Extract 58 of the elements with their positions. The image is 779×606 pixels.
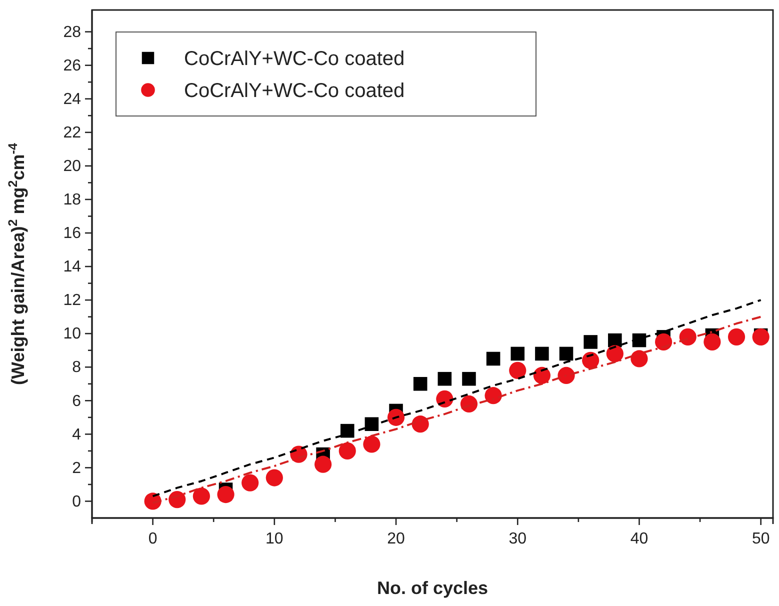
point xyxy=(314,456,332,473)
point xyxy=(752,328,770,346)
point xyxy=(728,328,746,346)
point xyxy=(655,333,672,350)
legend-label: CoCrAlY+WC-Co coated xyxy=(184,80,405,102)
point xyxy=(242,474,259,492)
y-tick-label: 22 xyxy=(63,124,82,142)
point xyxy=(679,328,696,346)
y-tick-label: 0 xyxy=(72,493,82,510)
y-tick-label: 20 xyxy=(63,158,82,176)
point xyxy=(606,345,624,362)
point xyxy=(486,352,500,366)
point xyxy=(535,346,549,361)
y-tick-label: 28 xyxy=(63,24,82,41)
x-tick-label: 40 xyxy=(630,530,648,548)
point xyxy=(436,390,454,408)
y-tick-label: 10 xyxy=(63,326,82,343)
point xyxy=(217,486,234,504)
y-tick-label: 14 xyxy=(63,258,82,276)
y-tick-label: 4 xyxy=(72,426,82,444)
point xyxy=(438,372,452,386)
point xyxy=(484,387,502,404)
point xyxy=(192,488,210,505)
x-tick-label: 30 xyxy=(508,530,527,548)
x-tick-label: 20 xyxy=(387,530,406,548)
x-tick-label: 10 xyxy=(266,530,284,548)
point xyxy=(338,442,356,460)
point xyxy=(363,436,380,453)
point xyxy=(608,333,622,348)
point xyxy=(460,395,478,413)
point xyxy=(584,335,598,349)
point xyxy=(412,416,429,433)
y-tick-label: 8 xyxy=(72,359,82,376)
point xyxy=(704,333,721,350)
x-tick-label: 0 xyxy=(148,530,158,548)
y-tick-label: 24 xyxy=(63,90,82,108)
point xyxy=(462,372,476,386)
y-tick-label: 16 xyxy=(63,225,82,242)
x-axis-title: No. of cycles xyxy=(376,578,488,598)
x-tick-label: 50 xyxy=(752,530,770,548)
point xyxy=(558,366,575,384)
legend-label: CoCrAlY+WC-Co coated xyxy=(184,48,405,70)
point xyxy=(559,346,574,361)
y-tick-label: 6 xyxy=(72,392,82,410)
y-tick-label: 12 xyxy=(63,292,82,310)
y-tick-label: 26 xyxy=(63,57,82,74)
point xyxy=(340,424,354,438)
point xyxy=(168,491,186,508)
point xyxy=(533,366,550,384)
y-tick-label: 2 xyxy=(72,460,82,477)
point xyxy=(630,350,648,368)
point xyxy=(266,469,283,486)
y-tick-label: 18 xyxy=(63,192,82,209)
point xyxy=(509,362,526,379)
point xyxy=(413,376,428,391)
point xyxy=(387,408,405,426)
point xyxy=(510,346,525,361)
point xyxy=(364,417,379,432)
